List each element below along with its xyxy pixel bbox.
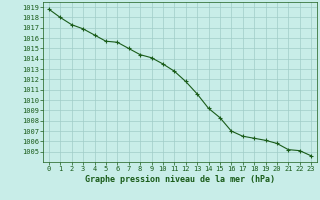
- X-axis label: Graphe pression niveau de la mer (hPa): Graphe pression niveau de la mer (hPa): [85, 175, 275, 184]
